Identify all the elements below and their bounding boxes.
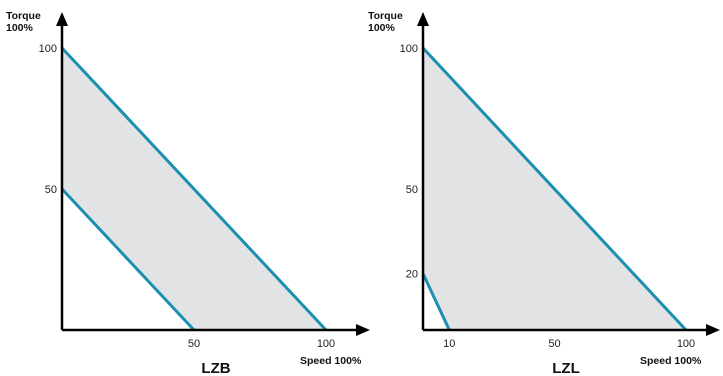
y-tick-label: 100 [39, 43, 57, 55]
x-axis-arrowhead [706, 324, 720, 336]
boundary-line-2 [421, 272, 451, 331]
y-axis-label-line2: 100% [6, 22, 34, 34]
y-axis-label-line1: Torque [368, 10, 403, 22]
y-tick-label: 100 [400, 43, 418, 55]
chart-title: LZL [552, 360, 580, 376]
y-axis-arrowhead [56, 12, 68, 26]
chart-lzb: 50 100 50 100 Torque 100% Speed 100% LZB [6, 10, 370, 376]
x-axis-label: Speed 100% [300, 355, 362, 367]
y-tick-label: 20 [406, 269, 418, 281]
boundary-line-2 [60, 187, 196, 332]
x-tick-label: 100 [677, 338, 695, 350]
y-tick-label: 50 [406, 184, 418, 196]
y-axis-label-line2: 100% [368, 22, 396, 34]
boundary-line-1 [421, 46, 688, 332]
y-axis-label-line1: Torque [6, 10, 41, 22]
x-tick-label: 50 [548, 338, 560, 350]
x-axis-arrowhead [356, 324, 370, 336]
chart-title: LZB [201, 360, 230, 376]
y-axis-arrowhead [417, 12, 429, 26]
chart-lzl: 20 50 100 10 50 100 Torque 100% Speed 100% LZ… [368, 10, 720, 376]
x-tick-label: 10 [443, 338, 455, 350]
x-axis-label: Speed 100% [640, 355, 702, 367]
y-tick-label: 50 [45, 184, 57, 196]
boundary-line-1 [60, 46, 328, 332]
x-tick-label: 50 [188, 338, 200, 350]
x-tick-label: 100 [317, 338, 335, 350]
